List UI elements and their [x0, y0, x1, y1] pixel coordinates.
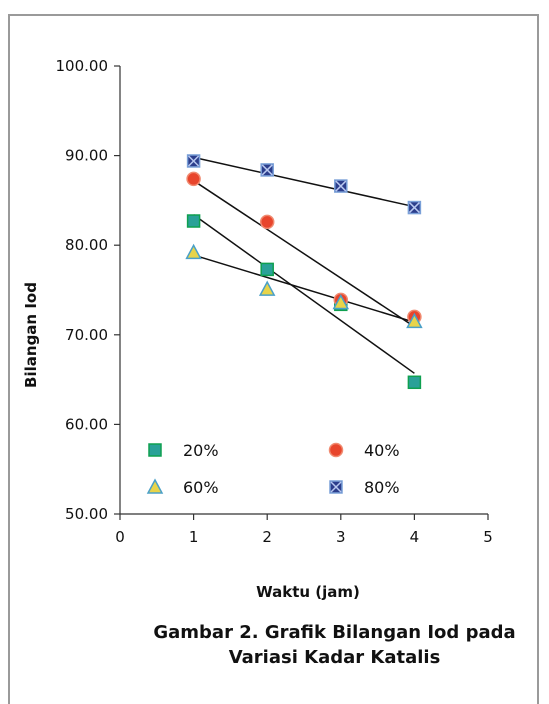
data-point-20%: [260, 262, 274, 277]
x-tick-label: 4: [410, 528, 420, 546]
legend-marker-60%: [146, 478, 164, 494]
data-point-40%: [186, 171, 201, 187]
data-point-20%: [186, 214, 201, 228]
marker-triangle: [406, 312, 423, 329]
legend: 20% 40% 60% 80%: [146, 441, 400, 497]
x-tick-label: 1: [189, 528, 199, 546]
x-tick-label: 3: [336, 528, 346, 546]
figure-caption: Gambar 2. Grafik Bilangan Iod pada Varia…: [0, 620, 549, 670]
y-tick-label: 90.00: [65, 147, 108, 165]
y-tick-label: 80.00: [65, 236, 108, 254]
legend-label: 60%: [183, 478, 219, 497]
marker-triangle: [258, 280, 276, 296]
marker-cross: [261, 164, 273, 176]
data-point-40%: [259, 214, 275, 230]
legend-label: 80%: [364, 478, 400, 497]
trendline-80%: [193, 156, 415, 208]
data-point-60%: [332, 293, 350, 310]
data-point-80%: [260, 163, 274, 177]
marker-square: [260, 262, 274, 277]
marker-triangle: [185, 243, 202, 260]
data-point-80%: [334, 179, 348, 193]
x-tick-label: 5: [483, 528, 493, 546]
marker-cross: [335, 180, 347, 192]
marker-cross: [408, 202, 420, 214]
legend-label: 20%: [183, 441, 219, 460]
figure-frame: [8, 14, 539, 704]
trendlines: [193, 156, 415, 374]
y-tick-label: 60.00: [65, 415, 108, 433]
data-point-80%: [407, 200, 422, 215]
y-tick-label: 70.00: [65, 326, 108, 344]
marker-circle: [328, 442, 344, 458]
data-point-60%: [406, 312, 423, 329]
x-tick-label: 0: [115, 528, 125, 546]
marker-circle: [186, 171, 201, 187]
legend-label: 40%: [364, 441, 400, 460]
y-axis-label: Bilangan Iod: [22, 282, 40, 388]
x-tick-label: 2: [262, 528, 272, 546]
marker-square: [407, 375, 422, 390]
trendline-20%: [193, 214, 415, 374]
marker-triangle: [332, 293, 350, 310]
marker-triangle: [146, 478, 164, 494]
marker-cross: [188, 155, 200, 167]
caption-line-1: Gambar 2. Grafik Bilangan Iod pada: [153, 622, 516, 643]
y-tick-label: 100.00: [56, 57, 109, 75]
trendline-40%: [193, 180, 415, 328]
legend-marker-80%: [329, 480, 343, 494]
data-point-20%: [407, 375, 422, 390]
marker-cross: [330, 481, 342, 493]
trendline-60%: [193, 254, 415, 323]
caption-line-2: Variasi Kadar Katalis: [228, 647, 441, 668]
scatter-chart: 50.00 60.00 70.00 80.00 90.00 100.00 0 1 2 3 4 5 20…: [22, 57, 493, 601]
marker-square: [148, 443, 162, 457]
marker-square: [186, 214, 201, 228]
data-points: [185, 154, 423, 390]
y-tick-label: 50.00: [65, 505, 108, 523]
legend-marker-40%: [328, 442, 344, 458]
marker-circle: [259, 214, 275, 230]
data-point-80%: [186, 154, 201, 168]
legend-marker-20%: [148, 443, 162, 457]
data-point-60%: [185, 243, 202, 260]
chart-axes: 50.00 60.00 70.00 80.00 90.00 100.00 0 1 2 3 4 5: [56, 57, 493, 546]
data-point-60%: [258, 280, 276, 296]
x-axis-label: Waktu (jam): [256, 583, 360, 601]
